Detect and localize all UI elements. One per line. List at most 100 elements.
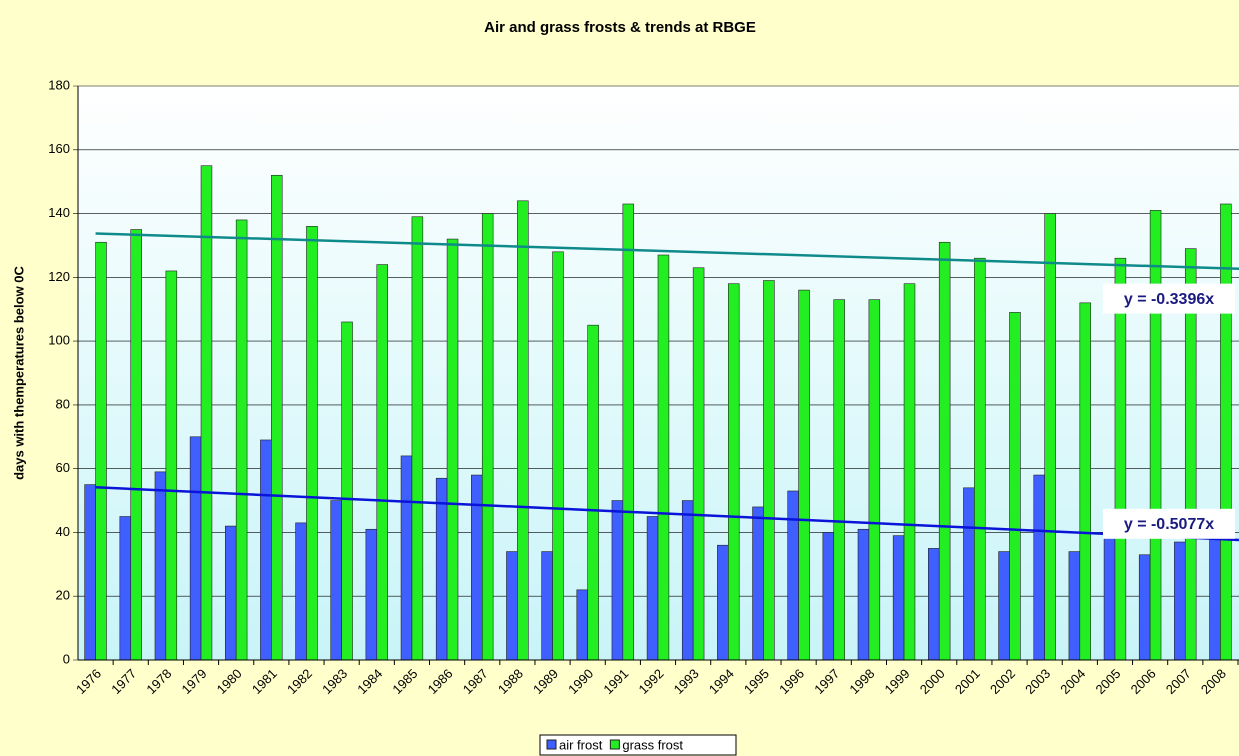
legend-swatch <box>546 739 557 750</box>
x-tick-label: 1985 <box>389 666 420 697</box>
bar <box>728 283 740 661</box>
bar <box>552 251 564 661</box>
bar <box>1114 257 1127 661</box>
bar <box>892 535 905 661</box>
x-tick-label: 1980 <box>214 666 245 697</box>
x-tick-label: 1999 <box>882 666 913 697</box>
y-tick-label: 40 <box>56 524 70 539</box>
bar <box>200 165 213 661</box>
x-tick-label: 1995 <box>741 666 772 697</box>
bar <box>330 500 342 661</box>
bar <box>587 324 599 661</box>
bar <box>1079 302 1092 661</box>
bar <box>154 471 167 661</box>
trend-label-box <box>1103 283 1235 314</box>
bar <box>506 551 518 661</box>
y-tick-label: 0 <box>63 651 70 666</box>
bar <box>130 229 142 661</box>
x-tick-label: 2007 <box>1163 666 1194 697</box>
y-tick-label: 20 <box>56 588 70 603</box>
y-tick-label: 120 <box>48 269 70 284</box>
bar <box>446 238 459 661</box>
x-tick-label: 1997 <box>811 666 842 697</box>
bar <box>365 528 378 661</box>
x-tick-label: 1990 <box>565 666 596 697</box>
bar <box>376 264 388 661</box>
bar <box>84 484 96 661</box>
bar <box>622 203 635 661</box>
bar <box>235 219 248 661</box>
legend-swatch <box>609 739 620 750</box>
bar <box>1149 210 1162 661</box>
trend-line <box>95 486 1239 542</box>
bar <box>787 490 799 661</box>
bar <box>1209 519 1221 661</box>
x-tick-label: 1979 <box>179 666 210 697</box>
x-tick-label: 1983 <box>319 666 350 697</box>
x-tick-label: 1991 <box>600 666 631 697</box>
x-tick-label: 1987 <box>460 666 491 697</box>
bar <box>1044 213 1056 661</box>
bar <box>646 516 659 661</box>
x-tick-label: 2004 <box>1057 666 1088 697</box>
bar <box>681 500 694 661</box>
bar <box>224 525 237 661</box>
bar <box>95 241 107 661</box>
x-tick-label: 1989 <box>530 666 561 697</box>
trend-label-box <box>1103 508 1235 539</box>
y-tick-label: 180 <box>48 77 70 92</box>
bar <box>119 516 132 661</box>
x-tick-label: 1992 <box>635 666 666 697</box>
trend-line <box>95 232 1239 271</box>
x-tick-label: 2008 <box>1198 666 1229 697</box>
bar <box>857 528 870 661</box>
x-tick-label: 2002 <box>987 666 1018 697</box>
bar <box>306 226 318 661</box>
chart-title: Air and grass frosts & trends at RBGE <box>484 19 756 36</box>
bar <box>189 436 202 661</box>
y-tick-label: 60 <box>56 460 70 475</box>
bar <box>974 257 986 661</box>
bar <box>517 200 529 661</box>
y-tick-label: 100 <box>48 333 70 348</box>
x-tick-label: 1988 <box>495 666 526 697</box>
x-tick-label: 1981 <box>249 666 280 697</box>
bar <box>752 506 764 661</box>
x-tick-label: 1978 <box>143 666 174 697</box>
bar <box>998 551 1010 661</box>
bar <box>295 522 307 661</box>
x-tick-label: 2005 <box>1092 666 1123 697</box>
bar <box>260 439 272 661</box>
bar <box>938 241 951 661</box>
bar <box>692 267 705 661</box>
x-tick-label: 1976 <box>73 666 104 697</box>
bar <box>411 216 424 661</box>
x-tick-label: 1998 <box>846 666 877 697</box>
bar <box>1220 203 1232 661</box>
bar <box>1174 541 1186 661</box>
bar <box>1009 312 1021 661</box>
bar <box>822 532 835 661</box>
bar <box>833 299 845 661</box>
bar <box>1033 474 1045 661</box>
bar <box>435 477 448 661</box>
x-tick-label: 1996 <box>776 666 807 697</box>
bar <box>1138 554 1151 661</box>
bar <box>868 299 881 661</box>
bar <box>657 254 670 661</box>
trend-label: y = -0.5077x <box>1124 516 1214 533</box>
bar <box>903 283 916 661</box>
bar <box>611 500 624 661</box>
x-tick-label: 1993 <box>671 666 702 697</box>
x-tick-label: 2001 <box>952 666 983 697</box>
y-tick-label: 80 <box>56 396 70 411</box>
y-tick-label: 160 <box>48 141 70 156</box>
bar <box>798 289 810 661</box>
bar <box>165 270 178 661</box>
legend-box <box>539 734 737 756</box>
x-tick-label: 1984 <box>354 666 385 697</box>
x-tick-label: 2006 <box>1128 666 1159 697</box>
x-tick-label: 1982 <box>284 666 315 697</box>
x-tick-label: 2000 <box>917 666 948 697</box>
x-tick-label: 2003 <box>1022 666 1053 697</box>
